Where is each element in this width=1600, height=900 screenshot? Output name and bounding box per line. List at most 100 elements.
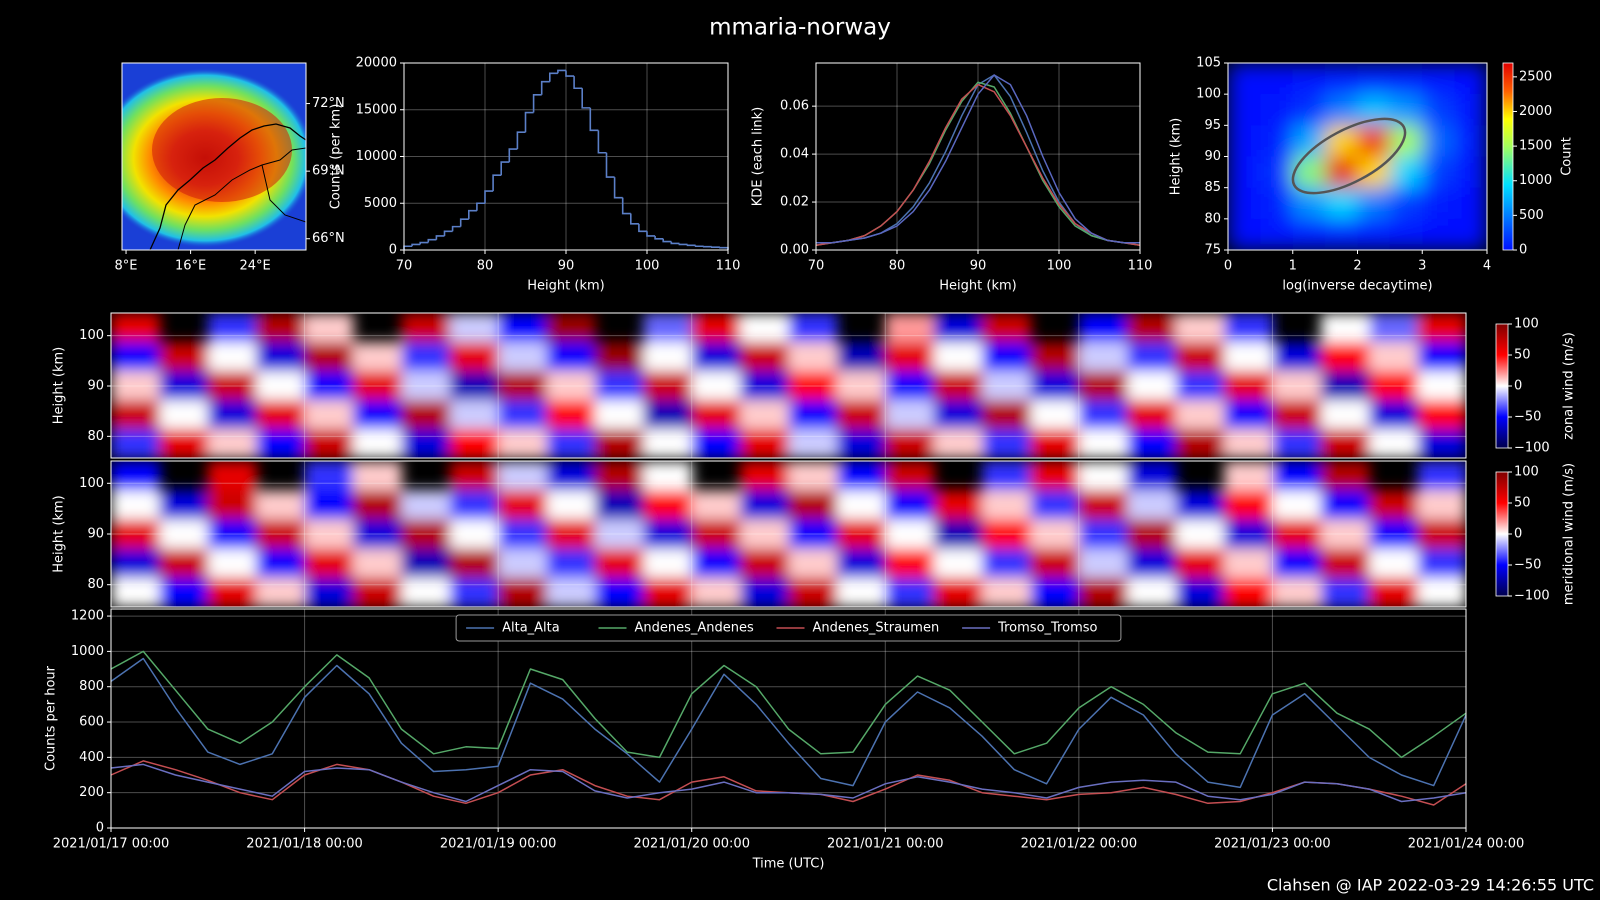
x-tick-label: 2021/01/17 00:00 — [53, 837, 170, 852]
x-tick-label: 2021/01/19 00:00 — [440, 837, 557, 852]
x-tick-label: 2021/01/21 00:00 — [827, 837, 944, 852]
heatmap-cell — [1369, 371, 1419, 401]
heatmap-cell — [1127, 313, 1177, 343]
heatmap-cell — [1357, 63, 1391, 95]
x-axis-label: Time (UTC) — [752, 857, 825, 872]
heatmap-cell — [1078, 400, 1128, 430]
heatmap-cell — [788, 429, 838, 458]
series-line — [815, 83, 1141, 246]
heatmap-cell — [498, 461, 548, 491]
heatmap-cell — [352, 400, 402, 430]
heatmap-cell — [982, 490, 1032, 520]
y-tick-label: 90 — [1204, 149, 1221, 164]
heatmap-cell — [1325, 187, 1359, 220]
x-tick-label: 110 — [716, 259, 741, 274]
heatmap-cell — [1030, 490, 1080, 520]
histogram-bin — [468, 209, 477, 220]
heatmap-cell — [1127, 371, 1177, 401]
heatmap-cell — [1320, 519, 1370, 550]
heatmap-cell — [1417, 400, 1466, 430]
heatmap-cell — [1272, 490, 1322, 520]
heatmap-cell — [449, 490, 499, 520]
x-tick-label: 2 — [1353, 259, 1361, 274]
heatmap-cell — [594, 461, 644, 491]
heatmap-cell — [449, 461, 499, 491]
heatmap-cell — [256, 548, 306, 579]
y-tick-label: 95 — [1204, 118, 1221, 133]
heatmap-cell — [691, 342, 741, 372]
x-tick-label: 0 — [1224, 259, 1232, 274]
heatmap-cell — [1260, 187, 1294, 220]
heatmap-cell — [1260, 94, 1294, 126]
heatmap-cell — [1320, 371, 1370, 401]
heatmap-cell — [933, 548, 983, 579]
heatmap-cell — [1454, 94, 1487, 126]
y-tick-label: 66°N — [312, 231, 345, 246]
colorbar-tick-label: 500 — [1519, 208, 1544, 223]
histogram-bin — [686, 244, 696, 247]
y-tick-label: 90 — [87, 379, 104, 394]
heatmap-cell — [691, 400, 741, 430]
heatmap-cell — [1078, 461, 1128, 491]
heatmap-cell — [643, 519, 693, 550]
histogram-bin — [581, 88, 591, 109]
heatmap-cell — [401, 342, 451, 372]
heatmap-cell — [546, 577, 596, 607]
colorbar-tick-label: −100 — [1514, 589, 1550, 604]
heatmap-cell — [836, 461, 886, 491]
heatmap-cell — [1260, 63, 1294, 95]
footer: Clahsen @ IAP 2022-03-29 14:26:55 UTC — [1267, 876, 1594, 895]
heatmap-cell — [594, 429, 644, 458]
histogram-bin — [476, 202, 485, 211]
histogram-bin — [605, 152, 615, 178]
heatmap-cell — [1224, 577, 1274, 607]
x-tick-label: 4 — [1483, 259, 1491, 274]
x-tick-label: 2021/01/20 00:00 — [633, 837, 750, 852]
heatmap-cell — [933, 519, 983, 550]
histogram-bin — [549, 72, 558, 82]
heatmap-cell — [1078, 548, 1128, 579]
heatmap-cell — [1389, 63, 1423, 95]
colorbar-tick-label: −50 — [1514, 410, 1541, 425]
heatmap-cell — [1127, 429, 1177, 458]
heatmap-cell — [111, 548, 160, 579]
y-tick-label: 85 — [1204, 180, 1221, 195]
heatmap-cell — [256, 313, 306, 343]
heatmap-cell — [885, 313, 935, 343]
heatmap-cell — [546, 461, 596, 491]
heatmap-cell — [1228, 187, 1261, 220]
heatmap-cell — [691, 519, 741, 550]
heatmap-clip — [111, 313, 1466, 458]
heatmap-cell — [1417, 313, 1466, 343]
heatmap-cell — [1417, 548, 1466, 579]
heatmap-cell — [885, 490, 935, 520]
histogram-bin — [540, 80, 550, 95]
heatmap-cell — [1127, 519, 1177, 550]
histogram-bin — [694, 245, 704, 248]
y-tick-label: 90 — [87, 527, 104, 542]
heatmap-cell — [1454, 218, 1487, 250]
y-tick-label: 0.00 — [780, 243, 809, 258]
heatmap-cell — [1078, 429, 1128, 458]
heatmap-cell — [933, 371, 983, 401]
heatmap-cell — [982, 342, 1032, 372]
heatmap-cell — [1030, 548, 1080, 579]
heatmap-cell — [982, 371, 1032, 401]
histogram-bin — [532, 93, 542, 113]
y-tick-label: 0.04 — [780, 147, 809, 162]
heatmap-cell — [1030, 461, 1080, 491]
heatmap-cell — [643, 342, 693, 372]
heatmap-cell — [352, 371, 402, 401]
heatmap-cell — [1030, 519, 1080, 550]
colorbar-label: zonal wind (m/s) — [1562, 332, 1577, 440]
heatmap-cell — [449, 371, 499, 401]
heatmap-cell — [159, 548, 209, 579]
legend-label: Alta_Alta — [502, 621, 560, 636]
heatmap-cell — [643, 490, 693, 520]
heatmap-cell — [1127, 548, 1177, 579]
y-tick-label: 69°N — [312, 164, 345, 179]
histogram-bin — [492, 174, 502, 192]
heatmap-cell — [836, 577, 886, 607]
colorbar-tick-label: 1500 — [1519, 139, 1552, 154]
